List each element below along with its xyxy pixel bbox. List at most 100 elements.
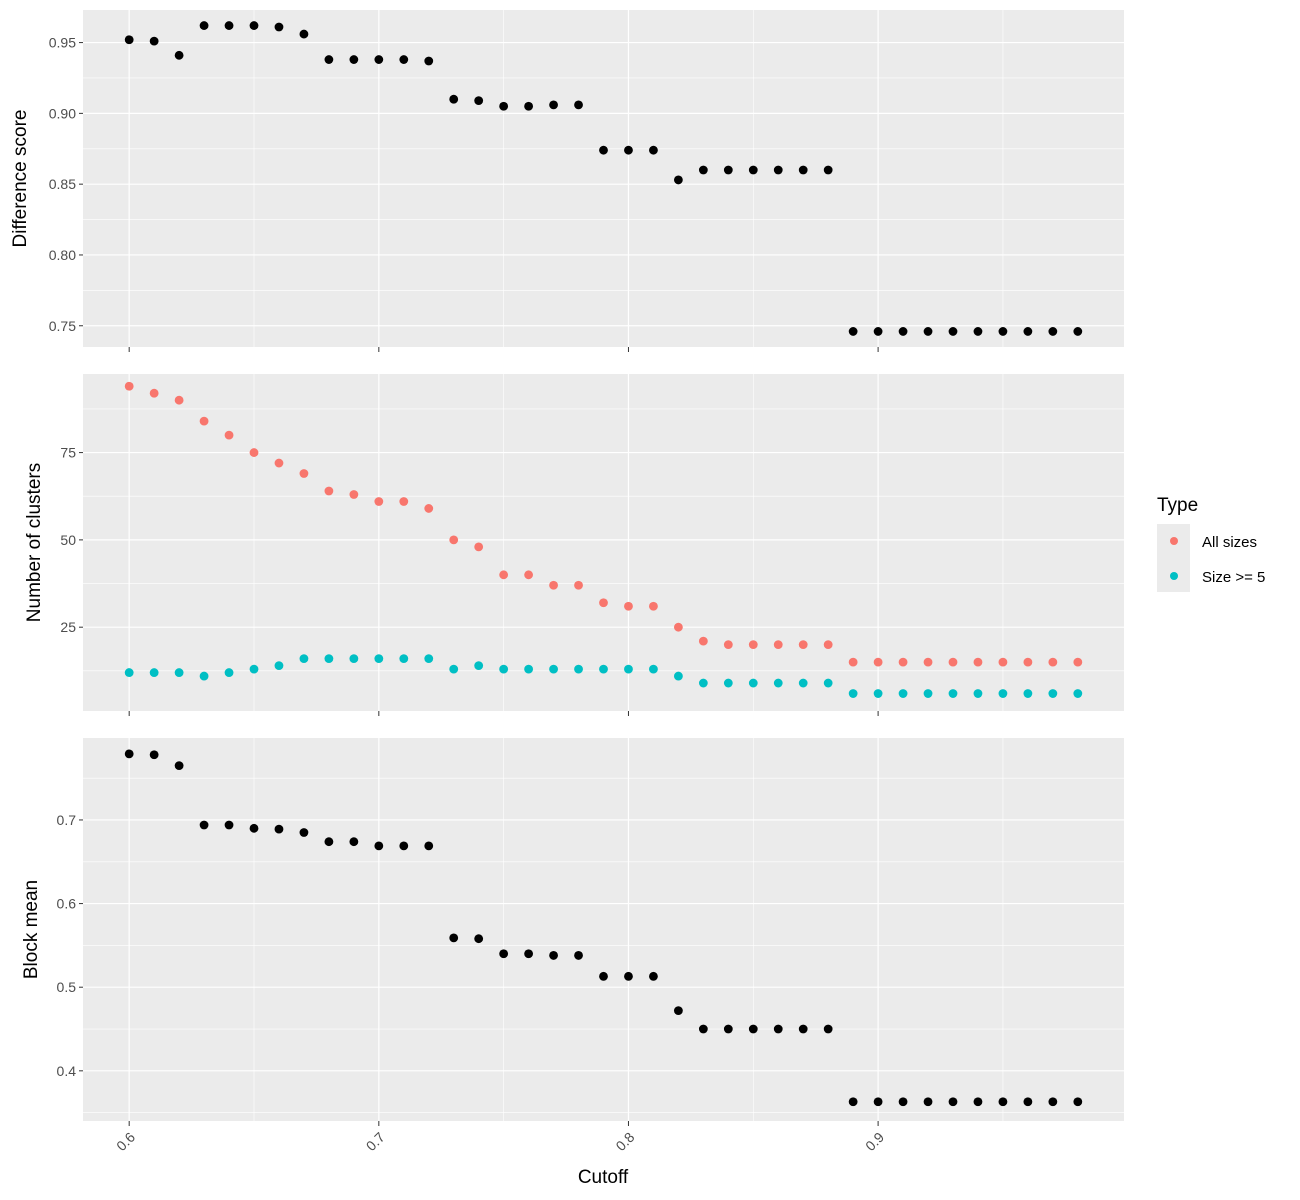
panel-background	[83, 10, 1124, 347]
panel-background	[83, 374, 1124, 711]
data-point	[549, 951, 558, 960]
data-point	[599, 145, 608, 155]
data-point	[574, 664, 583, 674]
data-point	[1073, 1097, 1083, 1107]
data-point	[998, 327, 1008, 336]
data-point	[199, 21, 209, 30]
data-point	[898, 327, 908, 336]
y-tick-label: 75	[60, 445, 76, 461]
x-tick-label: 0.8	[612, 1129, 637, 1154]
data-point	[848, 327, 858, 336]
data-point	[224, 820, 234, 830]
data-point	[1023, 1097, 1033, 1107]
data-point	[1048, 1097, 1058, 1107]
data-point	[499, 101, 509, 111]
x-tick-label: 0.7	[363, 1129, 388, 1154]
data-point	[798, 165, 808, 175]
data-point	[1023, 327, 1033, 336]
data-point	[499, 949, 509, 959]
data-point	[673, 175, 683, 185]
data-point	[474, 542, 484, 552]
y-tick-label: 0.80	[49, 247, 76, 263]
data-point	[374, 497, 384, 506]
data-point	[174, 668, 184, 677]
data-point	[324, 837, 334, 847]
data-point	[424, 654, 434, 664]
data-point	[1023, 657, 1033, 667]
data-point	[349, 55, 359, 64]
series-1	[124, 21, 1083, 336]
series-2	[124, 654, 1083, 698]
data-point	[973, 1097, 983, 1107]
data-point	[549, 100, 558, 110]
x-axis-title: Cutoff	[578, 1167, 629, 1188]
data-point	[349, 654, 359, 664]
data-point	[1073, 689, 1083, 698]
data-point	[973, 657, 983, 667]
data-point	[474, 934, 484, 944]
data-point	[624, 664, 633, 674]
data-point	[324, 486, 334, 496]
data-point	[224, 430, 234, 440]
data-point	[848, 1097, 858, 1107]
data-point	[723, 165, 733, 175]
y-axis-title: Difference score	[10, 110, 31, 248]
data-point	[898, 689, 908, 698]
data-point	[998, 657, 1008, 667]
data-point	[748, 678, 758, 688]
data-point	[549, 580, 558, 590]
data-point	[948, 327, 958, 336]
data-point	[399, 841, 409, 851]
x-tick-label: 0.6	[113, 1129, 138, 1154]
data-point	[199, 671, 209, 681]
data-point	[274, 824, 284, 834]
data-point	[973, 689, 983, 698]
y-tick-label: 0.95	[49, 35, 76, 51]
data-point	[848, 657, 858, 667]
data-point	[599, 598, 608, 608]
data-point	[1073, 657, 1083, 667]
data-point	[923, 689, 933, 698]
data-point	[1073, 327, 1083, 336]
y-axis-title: Number of clusters	[24, 463, 45, 622]
data-point	[873, 327, 883, 336]
data-point	[574, 580, 583, 590]
data-point	[149, 36, 159, 46]
data-point	[948, 657, 958, 667]
data-point	[474, 96, 484, 106]
data-point	[624, 971, 633, 981]
y-tick-label: 0.4	[57, 1063, 77, 1079]
data-point	[898, 657, 908, 667]
data-point	[823, 640, 833, 650]
y-axis-title: Block mean	[21, 880, 42, 979]
data-point	[649, 601, 658, 611]
data-point	[124, 35, 134, 45]
data-point	[948, 689, 958, 698]
data-point	[149, 750, 159, 760]
data-point	[1048, 689, 1058, 698]
data-point	[449, 535, 459, 545]
data-point	[249, 664, 259, 674]
data-point	[449, 933, 459, 943]
data-point	[998, 1097, 1008, 1107]
data-point	[499, 664, 509, 674]
data-point	[374, 55, 384, 64]
data-point	[399, 654, 409, 664]
data-point	[698, 1024, 708, 1034]
data-point	[299, 29, 309, 39]
data-point	[698, 636, 708, 646]
data-point	[923, 1097, 933, 1107]
data-point	[249, 448, 259, 457]
data-point	[274, 22, 284, 32]
y-tick-label: 0.90	[49, 105, 76, 121]
data-point	[424, 56, 434, 66]
legend-label-all-sizes: All sizes	[1202, 534, 1257, 551]
data-point	[823, 165, 833, 175]
data-point	[673, 622, 683, 632]
data-point	[499, 570, 509, 580]
x-tick-label: 0.9	[862, 1129, 887, 1154]
data-point	[673, 1006, 683, 1016]
legend-key-size-5	[1170, 572, 1178, 580]
data-point	[149, 388, 159, 398]
data-point	[524, 664, 534, 674]
